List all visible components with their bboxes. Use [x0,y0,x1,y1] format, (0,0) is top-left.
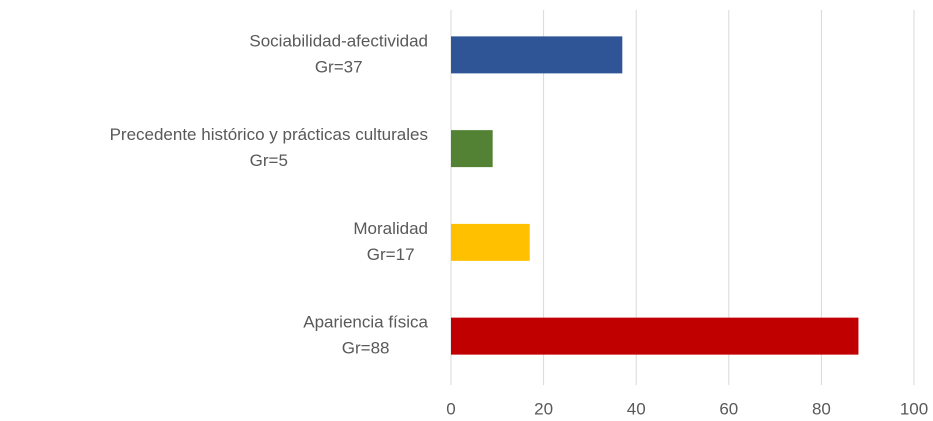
category-label: Sociabilidad-afectividad [249,31,428,50]
bar [451,317,859,355]
x-tick-label: 40 [627,399,646,418]
category-label: Apariencia física [303,313,428,332]
bar [451,223,530,261]
category-sublabel: Gr=17 [367,245,415,264]
x-tick-label: 0 [446,399,455,418]
x-tick-label: 20 [534,399,553,418]
bar [451,130,493,168]
category-label: Precedente histórico y prácticas cultura… [110,125,428,144]
category-sublabel: Gr=37 [315,57,363,76]
bar [451,36,623,74]
x-tick-label: 100 [900,399,928,418]
category-sublabel: Gr=88 [342,339,390,358]
category-sublabel: Gr=5 [250,151,288,170]
category-label: Moralidad [353,219,428,238]
x-tick-label: 80 [812,399,831,418]
x-tick-label: 60 [719,399,738,418]
